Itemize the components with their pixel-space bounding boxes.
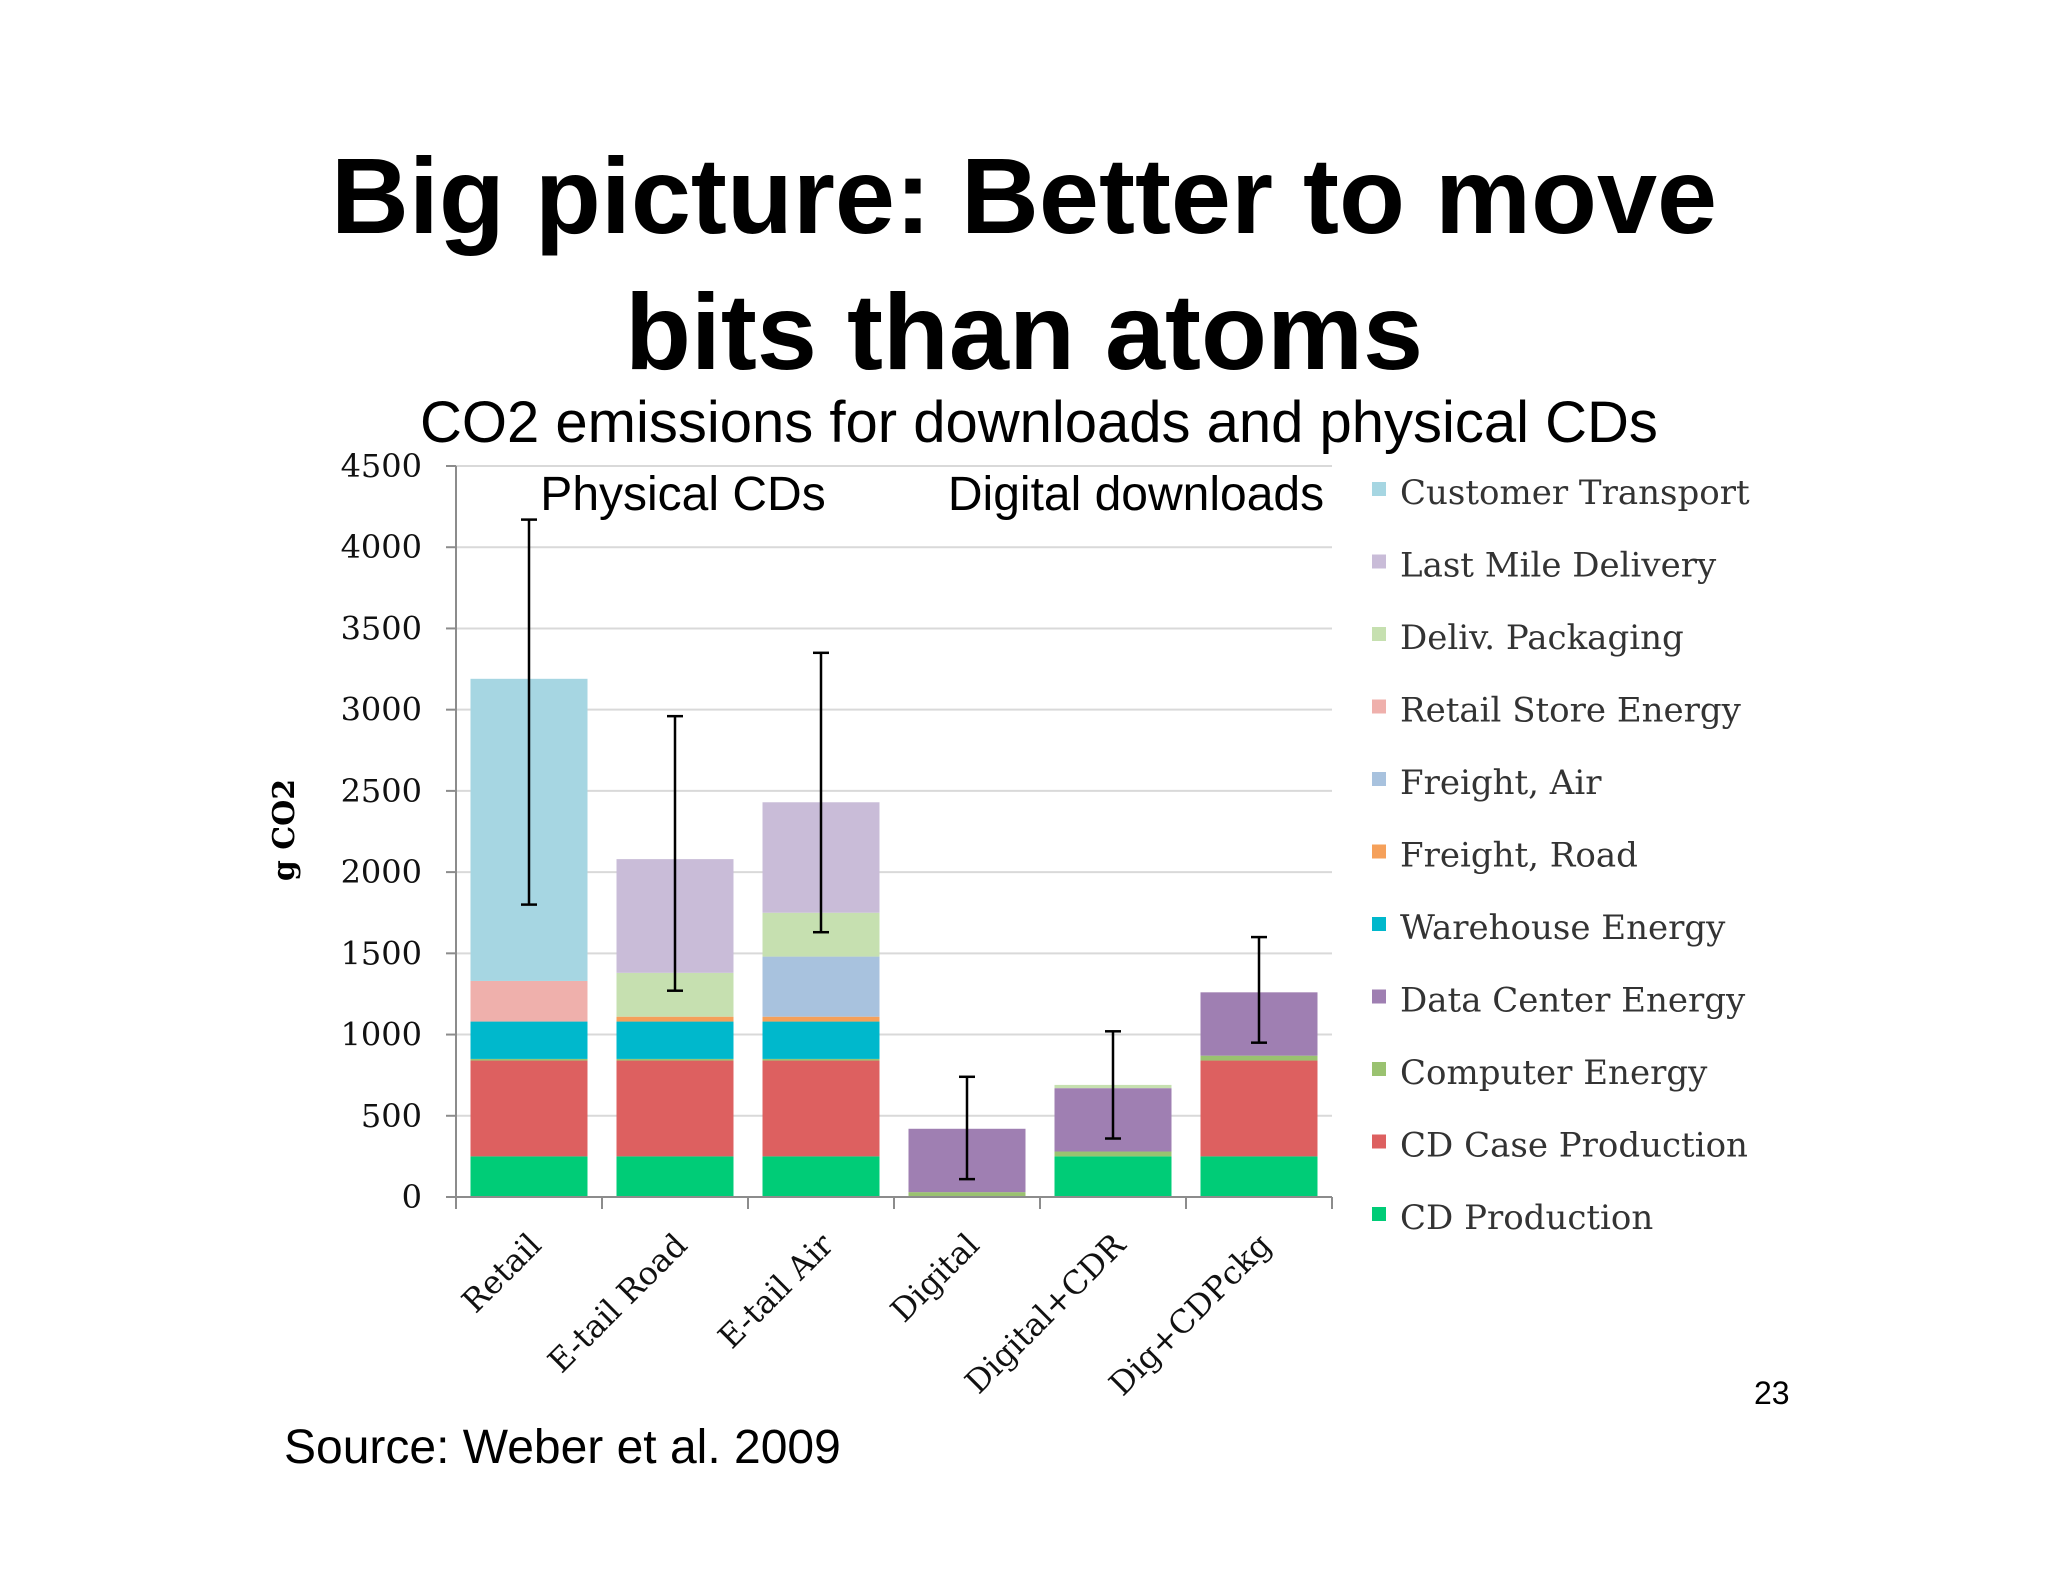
legend-label: Last Mile Delivery xyxy=(1400,546,1717,586)
bar-segment xyxy=(470,1156,588,1197)
legend-label: Computer Energy xyxy=(1400,1053,1708,1093)
bar-segment xyxy=(762,1016,880,1022)
y-tick-label: 3000 xyxy=(341,691,422,729)
slide-title-line-2: bits than atoms xyxy=(624,271,1424,392)
y-tick-label: 2500 xyxy=(341,772,422,810)
bar-segment xyxy=(762,1021,880,1059)
legend-label: Freight, Air xyxy=(1400,763,1602,803)
bar-segment xyxy=(616,1021,734,1059)
y-tick-label: 1000 xyxy=(341,1016,422,1054)
y-axis-label: g CO2 xyxy=(267,779,302,881)
legend-swatch xyxy=(1372,989,1386,1004)
legend-label: CD Production xyxy=(1400,1198,1653,1238)
y-tick-label: 1500 xyxy=(341,934,422,972)
grid-lines xyxy=(456,465,1332,1117)
bar-segment xyxy=(908,1192,1026,1197)
chart-subtitle: CO2 emissions for downloads and physical… xyxy=(420,390,1658,455)
bar-segment xyxy=(470,1021,588,1059)
legend-label: Customer Transport xyxy=(1400,473,1750,513)
legend-swatch xyxy=(1372,554,1386,569)
y-tick-label: 4000 xyxy=(341,528,422,566)
bar-segment xyxy=(762,1058,880,1061)
legend-swatch xyxy=(1372,1134,1386,1149)
y-tick-label: 2000 xyxy=(341,853,422,891)
legend-swatch xyxy=(1372,627,1386,641)
legend: Customer Transport Last Mile Delivery Deli… xyxy=(1372,473,1750,1238)
legend-swatch xyxy=(1372,844,1386,859)
bar-segment xyxy=(762,1060,880,1157)
legend-swatch xyxy=(1372,699,1386,714)
x-tick-label: Retail xyxy=(454,1226,548,1320)
legend-label: Deliv. Packaging xyxy=(1400,618,1684,658)
bar-segment xyxy=(470,980,588,1022)
bars xyxy=(470,678,1318,1197)
page-number: 23 xyxy=(1754,1375,1790,1411)
slide-title: Big picture: Better to move bits than at… xyxy=(0,128,2048,400)
y-tick-label: 0 xyxy=(402,1178,422,1216)
legend-swatch xyxy=(1372,917,1386,931)
source-citation: Source: Weber et al. 2009 xyxy=(284,1421,841,1474)
bar-segment xyxy=(1054,1151,1172,1157)
legend-swatch xyxy=(1372,772,1386,786)
bar-segment xyxy=(1200,1055,1318,1061)
legend-label: CD Case Production xyxy=(1400,1126,1748,1166)
legend-label: Warehouse Energy xyxy=(1400,908,1726,948)
bar-segment xyxy=(470,1060,588,1157)
legend-swatch xyxy=(1372,1207,1386,1221)
bar-segment xyxy=(1200,1060,1318,1157)
legend-label: Freight, Road xyxy=(1400,836,1638,876)
x-tick-label: Digital xyxy=(883,1226,987,1330)
bar-segment xyxy=(1054,1156,1172,1197)
y-tick-label: 4500 xyxy=(341,447,422,485)
x-tick-label: E-tail Road xyxy=(540,1226,694,1380)
bar-segment xyxy=(616,1016,734,1022)
bar-segment xyxy=(762,956,880,1017)
bar-segment xyxy=(616,1060,734,1157)
slide-title-line-1: Big picture: Better to move xyxy=(330,135,1718,256)
bar-segment xyxy=(616,1058,734,1061)
y-tick-label: 3500 xyxy=(341,609,422,647)
bar-segment xyxy=(616,1156,734,1197)
group-label-physical: Physical CDs xyxy=(540,468,825,521)
bar-segment xyxy=(470,1058,588,1061)
x-tick-label: E-tail Air xyxy=(711,1225,842,1356)
legend-swatch xyxy=(1372,1062,1386,1076)
group-label-digital: Digital downloads xyxy=(948,468,1324,521)
legend-label: Data Center Energy xyxy=(1400,981,1746,1021)
legend-swatch xyxy=(1372,482,1386,496)
y-tick-label: 500 xyxy=(361,1097,422,1135)
error-bars xyxy=(521,518,1267,1181)
bar-segment xyxy=(1200,1156,1318,1197)
legend-label: Retail Store Energy xyxy=(1400,691,1742,731)
bar-segment xyxy=(762,1156,880,1197)
